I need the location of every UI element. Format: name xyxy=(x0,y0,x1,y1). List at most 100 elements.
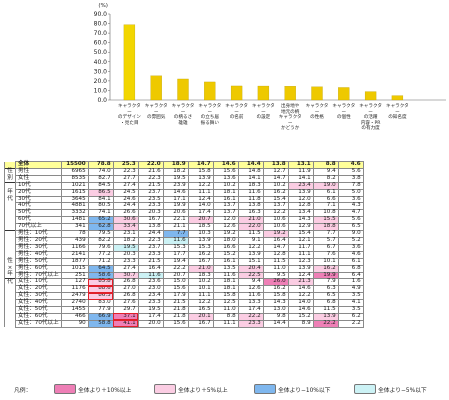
value-cell: 86.5 xyxy=(87,188,114,197)
bar xyxy=(177,78,189,101)
n-cell: 1015 xyxy=(60,264,89,273)
group-label-cell xyxy=(4,216,16,224)
value-cell: 15.6 xyxy=(162,319,189,328)
group-label-cell: 代 xyxy=(4,278,16,286)
table-row: 70代以上 341 62.8 33.4 13.8 21.1 18.5 12.6 22.0 10.6… xyxy=(4,223,364,232)
legend-title: 凡例： xyxy=(14,388,32,394)
table-row: 女性：30代 2479 86.3 26.8 23.4 17.9 11.1 15.8 11.6 15… xyxy=(4,292,364,301)
y-tick-label: 80.0 xyxy=(94,21,108,28)
value-cell: 16.2 xyxy=(262,188,289,197)
bar-chart-svg: (%) 0.0 10.0 20.0 30.0 40.0 50.0 60.0 70.0 80.0 90… xyxy=(94,3,446,104)
group-label-cell xyxy=(4,313,16,321)
value-cell: 58.8 xyxy=(87,319,114,328)
y-tick-label: 60.0 xyxy=(94,40,108,47)
row-label-cell: 男性：60代 xyxy=(15,264,62,273)
value-cell: 2.2 xyxy=(337,319,364,328)
legend-label: 全体より−5%以下 xyxy=(378,388,427,394)
legend-swatch xyxy=(354,384,376,394)
value-cell: 14.6 xyxy=(162,188,189,197)
group-label-cell xyxy=(4,161,16,169)
group-label-cell xyxy=(4,230,16,238)
value-cell: 16.2 xyxy=(312,264,339,273)
y-tick-label: 40.0 xyxy=(94,59,108,66)
group-label-cell xyxy=(4,292,16,300)
value-cell: 23.7 xyxy=(137,188,164,197)
table-row: × 男性：60代 1015 64.5 27.4 16.4 22.2 21.0 13.5 20.4 1… xyxy=(4,264,364,273)
x-category-label: キャラクター の名前 xyxy=(225,104,248,121)
table-row: 女性：60代 466 66.9 37.1 17.4 21.8 20.1 8.8 22.2 9.8 1… xyxy=(4,312,364,321)
value-cell: 13.9 xyxy=(287,264,314,273)
x-category-label: キャラクター の雰囲気 xyxy=(144,104,168,121)
row-label-cell: 女性：70代以上 xyxy=(15,319,62,328)
value-cell: 11.0 xyxy=(262,264,289,273)
value-cell: 16.4 xyxy=(137,264,164,273)
y-tick-label: 0.0 xyxy=(97,97,107,104)
x-category-label: キャラクター の設定 xyxy=(251,104,275,121)
value-cell: 20.0 xyxy=(137,319,164,328)
group-label-cell xyxy=(4,237,16,245)
group-label-cell xyxy=(4,320,16,328)
group-label-cell: 性 xyxy=(4,167,16,176)
bar xyxy=(204,81,216,101)
value-cell: 11.1 xyxy=(212,319,239,328)
group-label-cell xyxy=(4,202,16,210)
value-cell: 41.1 xyxy=(112,319,139,328)
group-label-cell xyxy=(4,251,16,259)
y-tick-label: 20.0 xyxy=(94,78,108,85)
group-label-cell xyxy=(4,299,16,307)
value-cell: 11.1 xyxy=(187,188,214,197)
n-cell: 90 xyxy=(60,319,89,328)
bar xyxy=(123,24,136,101)
bar xyxy=(364,91,377,101)
x-category-label: キャラクター の知名度 xyxy=(385,104,409,121)
x-category-label: キャラクター の性格 xyxy=(305,104,329,121)
bar xyxy=(311,86,323,101)
table-row: 代女性：10代 127 85.8 26.8 23.6 15.0 10.2 18.1 9.4 26.… xyxy=(4,278,364,287)
table-row: 男性：10代 78 79.5 23.1 24.4 7.7 10.3 19.2 11.5 19.2 1… xyxy=(4,230,364,238)
x-category-label: キャラクター の個性 xyxy=(332,104,356,121)
value-cell: 21.0 xyxy=(187,264,214,273)
table-row: 女性：40代 2740 83.0 27.6 23.3 21.5 12.2 12.5 13.3 14… xyxy=(4,299,364,308)
y-tick-label: 90.0 xyxy=(94,11,108,18)
value-cell: 6.1 xyxy=(312,188,339,197)
data-table: n=全体1550078.825.322.018.914.714.614.413.… xyxy=(4,161,364,328)
x-category-label: キャラクター のデザイン ・見た目 xyxy=(117,104,141,126)
bar-chart: (%) 0.0 10.0 20.0 30.0 40.0 50.0 60.0 70.0 80.0 90… xyxy=(0,0,449,148)
y-tick-label: 30.0 xyxy=(94,68,108,75)
value-cell: 14.4 xyxy=(262,319,289,328)
value-cell: 23.3 xyxy=(237,319,264,328)
table-row: 女性：70代以上 90 58.8 41.1 20.0 15.6 16.7 11.1 23.3 14… xyxy=(4,319,364,328)
group-label-cell: 別 xyxy=(4,175,16,183)
legend-label: 全体より＋5%以上 xyxy=(178,388,228,394)
n-cell: 1615 xyxy=(60,188,89,197)
table-row: 年 20代 1615 86.5 24.5 23.7 14.6 11.1 18.1 11.6 16.2… xyxy=(4,188,364,197)
table-row: 男性：20代 439 82.2 18.2 22.3 11.6 13.9 18.0 9.1 16.4… xyxy=(4,236,364,245)
legend-swatch xyxy=(154,384,176,394)
value-cell: 22.2 xyxy=(312,319,339,328)
legend-swatch xyxy=(54,384,76,394)
value-cell: 22.2 xyxy=(162,264,189,273)
group-label-cell xyxy=(4,285,16,293)
x-category-label: キャラクター の柄るさ 雄雄 xyxy=(171,104,195,126)
group-label-cell xyxy=(4,181,16,190)
value-cell: 20.4 xyxy=(237,264,264,273)
value-cell: 64.5 xyxy=(87,264,114,273)
value-cell: 11.6 xyxy=(237,188,264,197)
bar xyxy=(150,75,162,101)
legend-swatch xyxy=(254,384,276,394)
x-category-label: キャラクター の立ち居 振る舞い xyxy=(198,104,222,126)
group-label-cell: 年 xyxy=(4,189,16,197)
group-label-cell xyxy=(4,209,16,217)
legend-label: 全体より＋10%以上 xyxy=(78,388,132,394)
x-category-label: キャラクター の活躍 内容・PR の有力度 xyxy=(359,104,382,132)
bar xyxy=(338,87,350,101)
value-cell: 27.4 xyxy=(112,264,139,273)
group-label-cell: 代 xyxy=(4,196,16,203)
legend: 凡例： 全体より＋10%以上 全体より＋5%以上 全体より−10%以下 全体より−5%… xyxy=(14,382,444,396)
group-label-cell: 年 xyxy=(4,271,16,279)
y-unit-label: (%) xyxy=(98,3,108,9)
row-label-cell: 20代 xyxy=(15,188,62,197)
table-row: 女性：20代 1176 88.6 27.0 23.0 15.6 10.1 18.1 12.6 16… xyxy=(4,285,364,294)
value-cell: 13.5 xyxy=(212,264,239,273)
y-tick-label: 50.0 xyxy=(94,49,108,56)
